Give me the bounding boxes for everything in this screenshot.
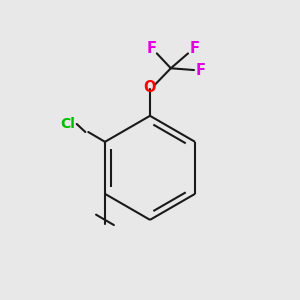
- Text: Cl: Cl: [60, 117, 75, 131]
- Text: O: O: [144, 80, 156, 95]
- Text: F: F: [196, 63, 206, 78]
- Text: F: F: [146, 41, 157, 56]
- Text: F: F: [190, 41, 200, 56]
